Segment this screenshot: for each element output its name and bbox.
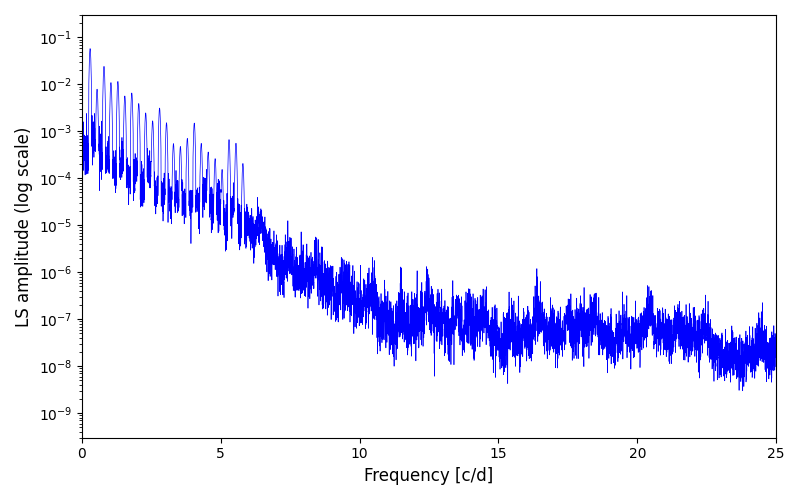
Y-axis label: LS amplitude (log scale): LS amplitude (log scale) — [15, 126, 33, 326]
X-axis label: Frequency [c/d]: Frequency [c/d] — [364, 467, 494, 485]
